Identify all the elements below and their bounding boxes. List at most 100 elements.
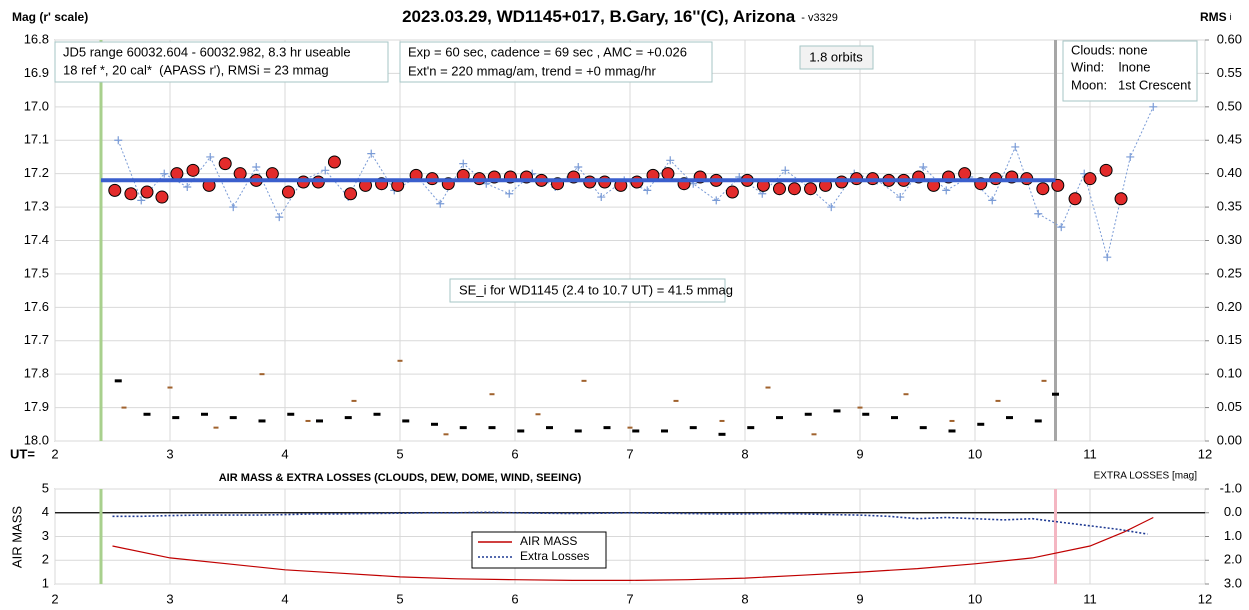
annotation-box [399, 41, 713, 83]
raw-point [781, 166, 790, 175]
binned-point [661, 167, 675, 181]
raw-point [1057, 223, 1066, 232]
rms-point [121, 406, 127, 409]
y-tick-label: 1 [42, 575, 49, 590]
y2-tick-label: 0.50 [1217, 98, 1242, 113]
annotation-text: Clouds: none [1071, 42, 1148, 57]
y2-tick-label: 3.0 [1224, 575, 1242, 590]
binned-point [155, 190, 169, 204]
raw-point [666, 156, 675, 165]
raw-point [275, 213, 284, 222]
rms-point [804, 412, 812, 416]
rms-point [397, 359, 403, 362]
y2-axis-label: RMS i [1200, 10, 1232, 24]
rms-point [258, 419, 266, 423]
x-tick-label: 10 [968, 446, 982, 461]
rms-point [776, 416, 783, 420]
x-tick-label: 6 [511, 446, 518, 461]
y2-tick-label: 0.00 [1217, 432, 1242, 447]
rms-point [143, 412, 151, 416]
rms-point [891, 416, 898, 420]
y2-tick-label: 0.45 [1217, 132, 1242, 147]
raw-point [505, 189, 514, 198]
raw-point [206, 152, 215, 161]
y-tick-label: 17.2 [24, 165, 49, 180]
y2-tick-label: 0.40 [1217, 165, 1242, 180]
x-tick-label: 6 [511, 591, 518, 606]
raw-point [1126, 152, 1135, 161]
x-tick-label: 10 [968, 591, 982, 606]
x-tick-label: 9 [856, 446, 863, 461]
rms-point [305, 419, 311, 422]
rms-point [443, 433, 449, 436]
lower-y2-label: EXTRA LOSSES [mag] [1094, 471, 1198, 482]
binned-point [1083, 172, 1097, 186]
rms-point [661, 429, 668, 433]
rms-point [765, 386, 771, 389]
y-tick-label: 17.0 [24, 98, 49, 113]
rms-point [632, 429, 640, 433]
binned-point [265, 167, 279, 181]
rms-point [459, 426, 467, 430]
y2-tick-label: 0.0 [1224, 504, 1242, 519]
y-tick-label: 17.8 [24, 366, 49, 381]
x-tick-label: 4 [281, 591, 288, 606]
rms-point [373, 412, 381, 416]
y2-tick-label: -1.0 [1220, 480, 1242, 495]
x-tick-label: 11 [1083, 591, 1097, 606]
title-suffix: - v3329 [801, 12, 838, 24]
annotation-text: Exp = 60 sec, cadence = 69 sec , AMC = +… [408, 44, 687, 59]
binned-point [1068, 192, 1082, 206]
raw-point [896, 193, 905, 202]
annotation-box [799, 45, 874, 70]
y-tick-label: 16.9 [24, 65, 49, 80]
rms-point [627, 426, 633, 429]
annotation-text: 1.8 orbits [809, 49, 863, 64]
binned-point [186, 163, 200, 177]
annotation-box [449, 278, 726, 303]
y2-tick-label: 0.20 [1217, 299, 1242, 314]
rms-point [689, 426, 697, 430]
rms-point [862, 412, 870, 416]
rms-point [535, 413, 541, 416]
rms-point [977, 422, 985, 426]
x-tick-label: 8 [741, 591, 748, 606]
legend-label: Extra Losses [520, 549, 589, 563]
y-tick-label: 3 [42, 528, 49, 543]
y-tick-label: 5 [42, 480, 49, 495]
x-tick-label: 5 [396, 591, 403, 606]
rms-point [489, 393, 495, 396]
raw-point [643, 186, 652, 195]
rms-point [948, 429, 956, 433]
y2-tick-label: 0.55 [1217, 65, 1242, 80]
y2-tick-label: 0.35 [1217, 199, 1242, 214]
annotation-text: SE_i for WD1145 (2.4 to 10.7 UT) = 41.5 … [459, 282, 733, 297]
y2-tick-label: 0.30 [1217, 232, 1242, 247]
binned-point [1051, 178, 1065, 192]
y-tick-label: 16.8 [24, 31, 49, 46]
rms-point [213, 426, 219, 429]
rms-point [201, 412, 208, 416]
rms-point [431, 422, 438, 426]
rms-point [603, 426, 611, 430]
binned-point [725, 185, 739, 199]
raw-point [321, 166, 330, 175]
y2-label-main: RMS [1200, 10, 1227, 24]
rms-point [114, 379, 122, 383]
x-tick-label: 2 [51, 446, 58, 461]
annotation-text: Ext'n = 220 mmag/am, trend = +0 mmag/hr [408, 63, 656, 78]
raw-point [1011, 142, 1020, 151]
x-tick-label: 4 [281, 446, 288, 461]
rms-point [344, 416, 352, 420]
rms-point [719, 419, 725, 422]
rms-point [581, 379, 587, 382]
rms-point [1041, 379, 1047, 382]
raw-point [712, 196, 721, 205]
raw-point [942, 186, 951, 195]
binned-point [140, 185, 154, 199]
rms-point [402, 419, 410, 423]
binned-point [124, 187, 138, 201]
y2-tick-label: 0.05 [1217, 399, 1242, 414]
y-tick-label: 17.3 [24, 199, 49, 214]
raw-point [1034, 209, 1043, 218]
